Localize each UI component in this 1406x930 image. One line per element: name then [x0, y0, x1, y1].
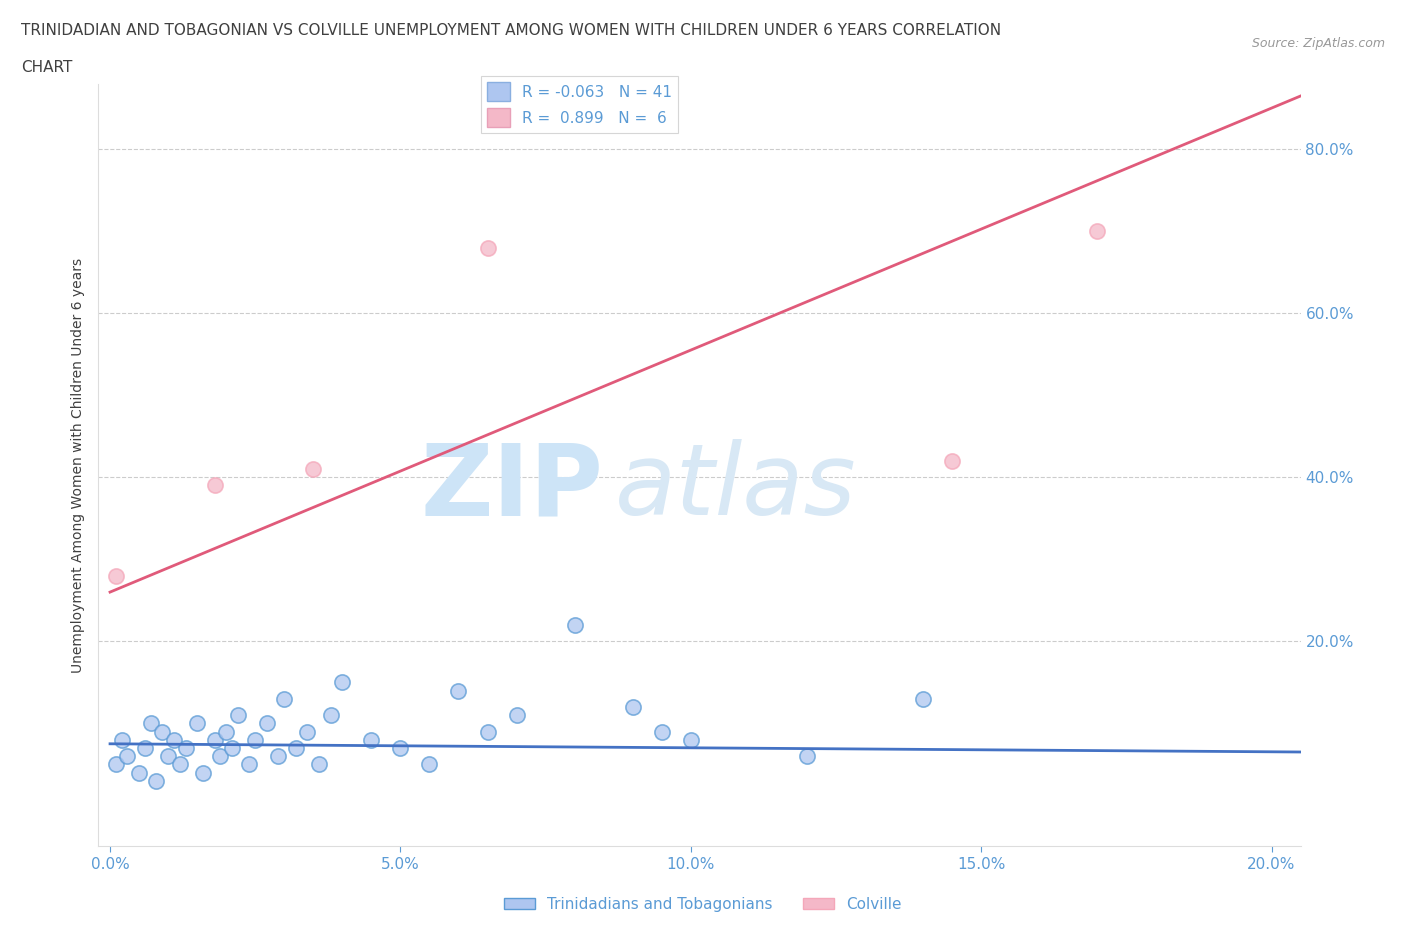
- Point: [308, 757, 330, 772]
- Point: [256, 716, 278, 731]
- Point: [104, 757, 127, 772]
- Text: CHART: CHART: [21, 60, 73, 75]
- Point: [104, 568, 127, 583]
- Point: [191, 765, 214, 780]
- Point: [221, 740, 243, 755]
- Point: [186, 716, 208, 731]
- Point: [204, 478, 226, 493]
- Point: [418, 757, 440, 772]
- Point: [477, 724, 499, 739]
- Text: atlas: atlas: [616, 439, 858, 537]
- Legend: R = -0.063   N = 41, R =  0.899   N =  6: R = -0.063 N = 41, R = 0.899 N = 6: [481, 76, 678, 133]
- Point: [163, 732, 186, 747]
- Point: [145, 773, 167, 788]
- Point: [134, 740, 156, 755]
- Text: ZIP: ZIP: [420, 439, 603, 537]
- Point: [169, 757, 191, 772]
- Text: TRINIDADIAN AND TOBAGONIAN VS COLVILLE UNEMPLOYMENT AMONG WOMEN WITH CHILDREN UN: TRINIDADIAN AND TOBAGONIAN VS COLVILLE U…: [21, 23, 1001, 38]
- Point: [1085, 224, 1108, 239]
- Point: [273, 691, 295, 706]
- Point: [505, 708, 527, 723]
- Point: [360, 732, 382, 747]
- Point: [245, 732, 267, 747]
- Y-axis label: Unemployment Among Women with Children Under 6 years: Unemployment Among Women with Children U…: [72, 258, 86, 672]
- Point: [204, 732, 226, 747]
- Point: [238, 757, 260, 772]
- Point: [284, 740, 307, 755]
- Point: [209, 749, 232, 764]
- Point: [621, 699, 644, 714]
- Point: [679, 732, 702, 747]
- Point: [111, 732, 134, 747]
- Point: [139, 716, 162, 731]
- Point: [117, 749, 139, 764]
- Point: [226, 708, 249, 723]
- Point: [389, 740, 412, 755]
- Point: [651, 724, 673, 739]
- Point: [319, 708, 342, 723]
- Point: [150, 724, 173, 739]
- Point: [941, 454, 963, 469]
- Point: [912, 691, 935, 706]
- Point: [302, 461, 325, 476]
- Point: [330, 675, 353, 690]
- Text: Source: ZipAtlas.com: Source: ZipAtlas.com: [1251, 37, 1385, 50]
- Point: [174, 740, 197, 755]
- Point: [267, 749, 290, 764]
- Point: [128, 765, 150, 780]
- Point: [215, 724, 238, 739]
- Point: [447, 683, 470, 698]
- Point: [564, 618, 586, 632]
- Point: [297, 724, 319, 739]
- Point: [157, 749, 180, 764]
- Point: [477, 240, 499, 255]
- Legend: Trinidadians and Tobagonians, Colville: Trinidadians and Tobagonians, Colville: [498, 891, 908, 918]
- Point: [796, 749, 818, 764]
